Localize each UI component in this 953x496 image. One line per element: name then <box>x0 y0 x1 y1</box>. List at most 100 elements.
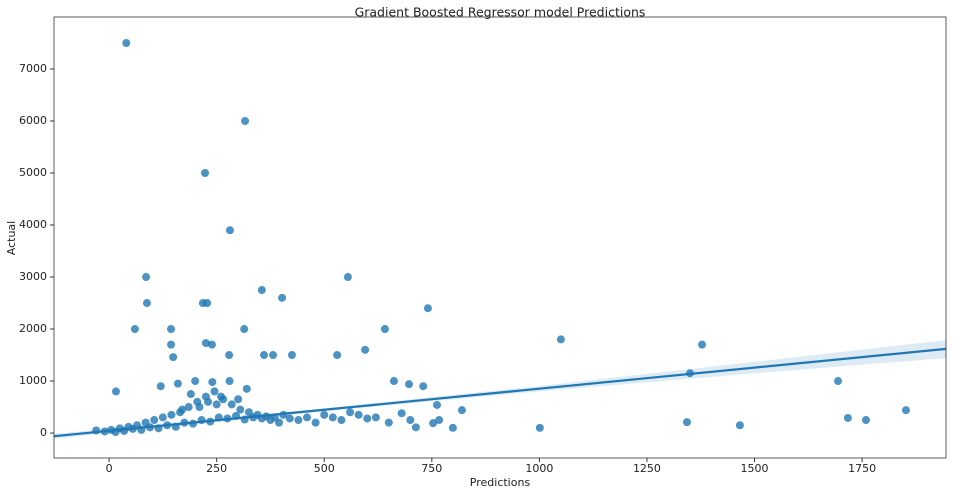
point <box>448 423 457 432</box>
y-tick-label: 7000 <box>19 62 47 75</box>
point <box>167 325 176 334</box>
point <box>259 351 268 360</box>
point <box>432 400 441 409</box>
point <box>241 117 250 126</box>
point <box>346 408 355 417</box>
point <box>354 410 363 419</box>
point <box>210 387 219 396</box>
x-tick-label: 750 <box>421 462 442 475</box>
point <box>234 395 243 404</box>
y-tick-label: 3000 <box>19 270 47 283</box>
point <box>142 273 151 282</box>
point <box>535 423 544 432</box>
point <box>130 325 139 334</box>
point <box>682 418 691 427</box>
point <box>337 416 346 425</box>
point <box>212 400 221 409</box>
point <box>419 382 428 391</box>
point <box>371 413 380 422</box>
point <box>384 418 393 427</box>
point <box>184 403 193 412</box>
point <box>178 405 187 414</box>
point <box>363 414 372 423</box>
x-tick-label: 1750 <box>848 462 876 475</box>
point <box>861 416 870 425</box>
point <box>457 406 466 415</box>
point <box>423 304 432 313</box>
point <box>225 377 234 386</box>
point <box>227 400 236 409</box>
point <box>320 410 329 419</box>
point <box>333 351 342 360</box>
point <box>389 377 398 386</box>
regression-line <box>54 347 946 438</box>
x-tick-label: 250 <box>206 462 227 475</box>
point <box>150 416 159 425</box>
point <box>203 299 212 308</box>
point <box>294 416 303 425</box>
point <box>216 392 225 401</box>
point <box>236 405 245 414</box>
chart-title: Gradient Boosted Regressor model Predict… <box>355 5 646 20</box>
point <box>208 378 217 387</box>
y-tick-label: 4000 <box>19 218 47 231</box>
x-tick-label: 1500 <box>741 462 769 475</box>
point <box>380 325 389 334</box>
y-axis-label: Actual <box>5 221 18 255</box>
point <box>195 403 204 412</box>
point <box>142 299 151 308</box>
point <box>242 384 251 393</box>
point <box>201 169 210 178</box>
point <box>343 273 352 282</box>
point <box>556 335 565 344</box>
point <box>404 380 413 389</box>
point <box>201 339 210 348</box>
point <box>111 387 120 396</box>
point <box>843 413 852 422</box>
point <box>257 286 266 295</box>
point <box>698 340 707 349</box>
point <box>158 413 167 422</box>
point <box>285 414 294 423</box>
y-tick-label: 5000 <box>19 166 47 179</box>
point <box>833 377 842 386</box>
point <box>167 410 176 419</box>
point <box>169 353 178 362</box>
point <box>303 413 312 422</box>
x-axis-label: Predictions <box>470 476 531 489</box>
y-tick-label: 2000 <box>19 322 47 335</box>
point <box>204 397 213 406</box>
point <box>240 325 249 334</box>
point <box>278 293 287 302</box>
point <box>435 416 444 425</box>
point <box>173 379 182 388</box>
point <box>122 39 131 48</box>
x-tick-label: 500 <box>314 462 335 475</box>
x-tick-label: 0 <box>106 462 113 475</box>
point <box>191 377 200 386</box>
point <box>411 423 420 432</box>
point <box>406 416 415 425</box>
point <box>311 418 320 427</box>
point <box>186 390 195 399</box>
point <box>287 351 296 360</box>
point <box>207 340 216 349</box>
point <box>361 345 370 354</box>
x-tick-label: 1000 <box>525 462 553 475</box>
point <box>275 418 284 427</box>
y-tick-label: 0 <box>40 426 47 439</box>
point <box>901 406 910 415</box>
y-tick-label: 6000 <box>19 114 47 127</box>
point <box>167 340 176 349</box>
point <box>269 351 278 360</box>
plot-frame <box>53 16 947 459</box>
point <box>328 413 337 422</box>
y-tick-label: 1000 <box>19 374 47 387</box>
point <box>429 419 438 428</box>
point <box>225 226 234 235</box>
point <box>735 421 744 430</box>
point <box>225 351 234 360</box>
x-tick-label: 1250 <box>633 462 661 475</box>
